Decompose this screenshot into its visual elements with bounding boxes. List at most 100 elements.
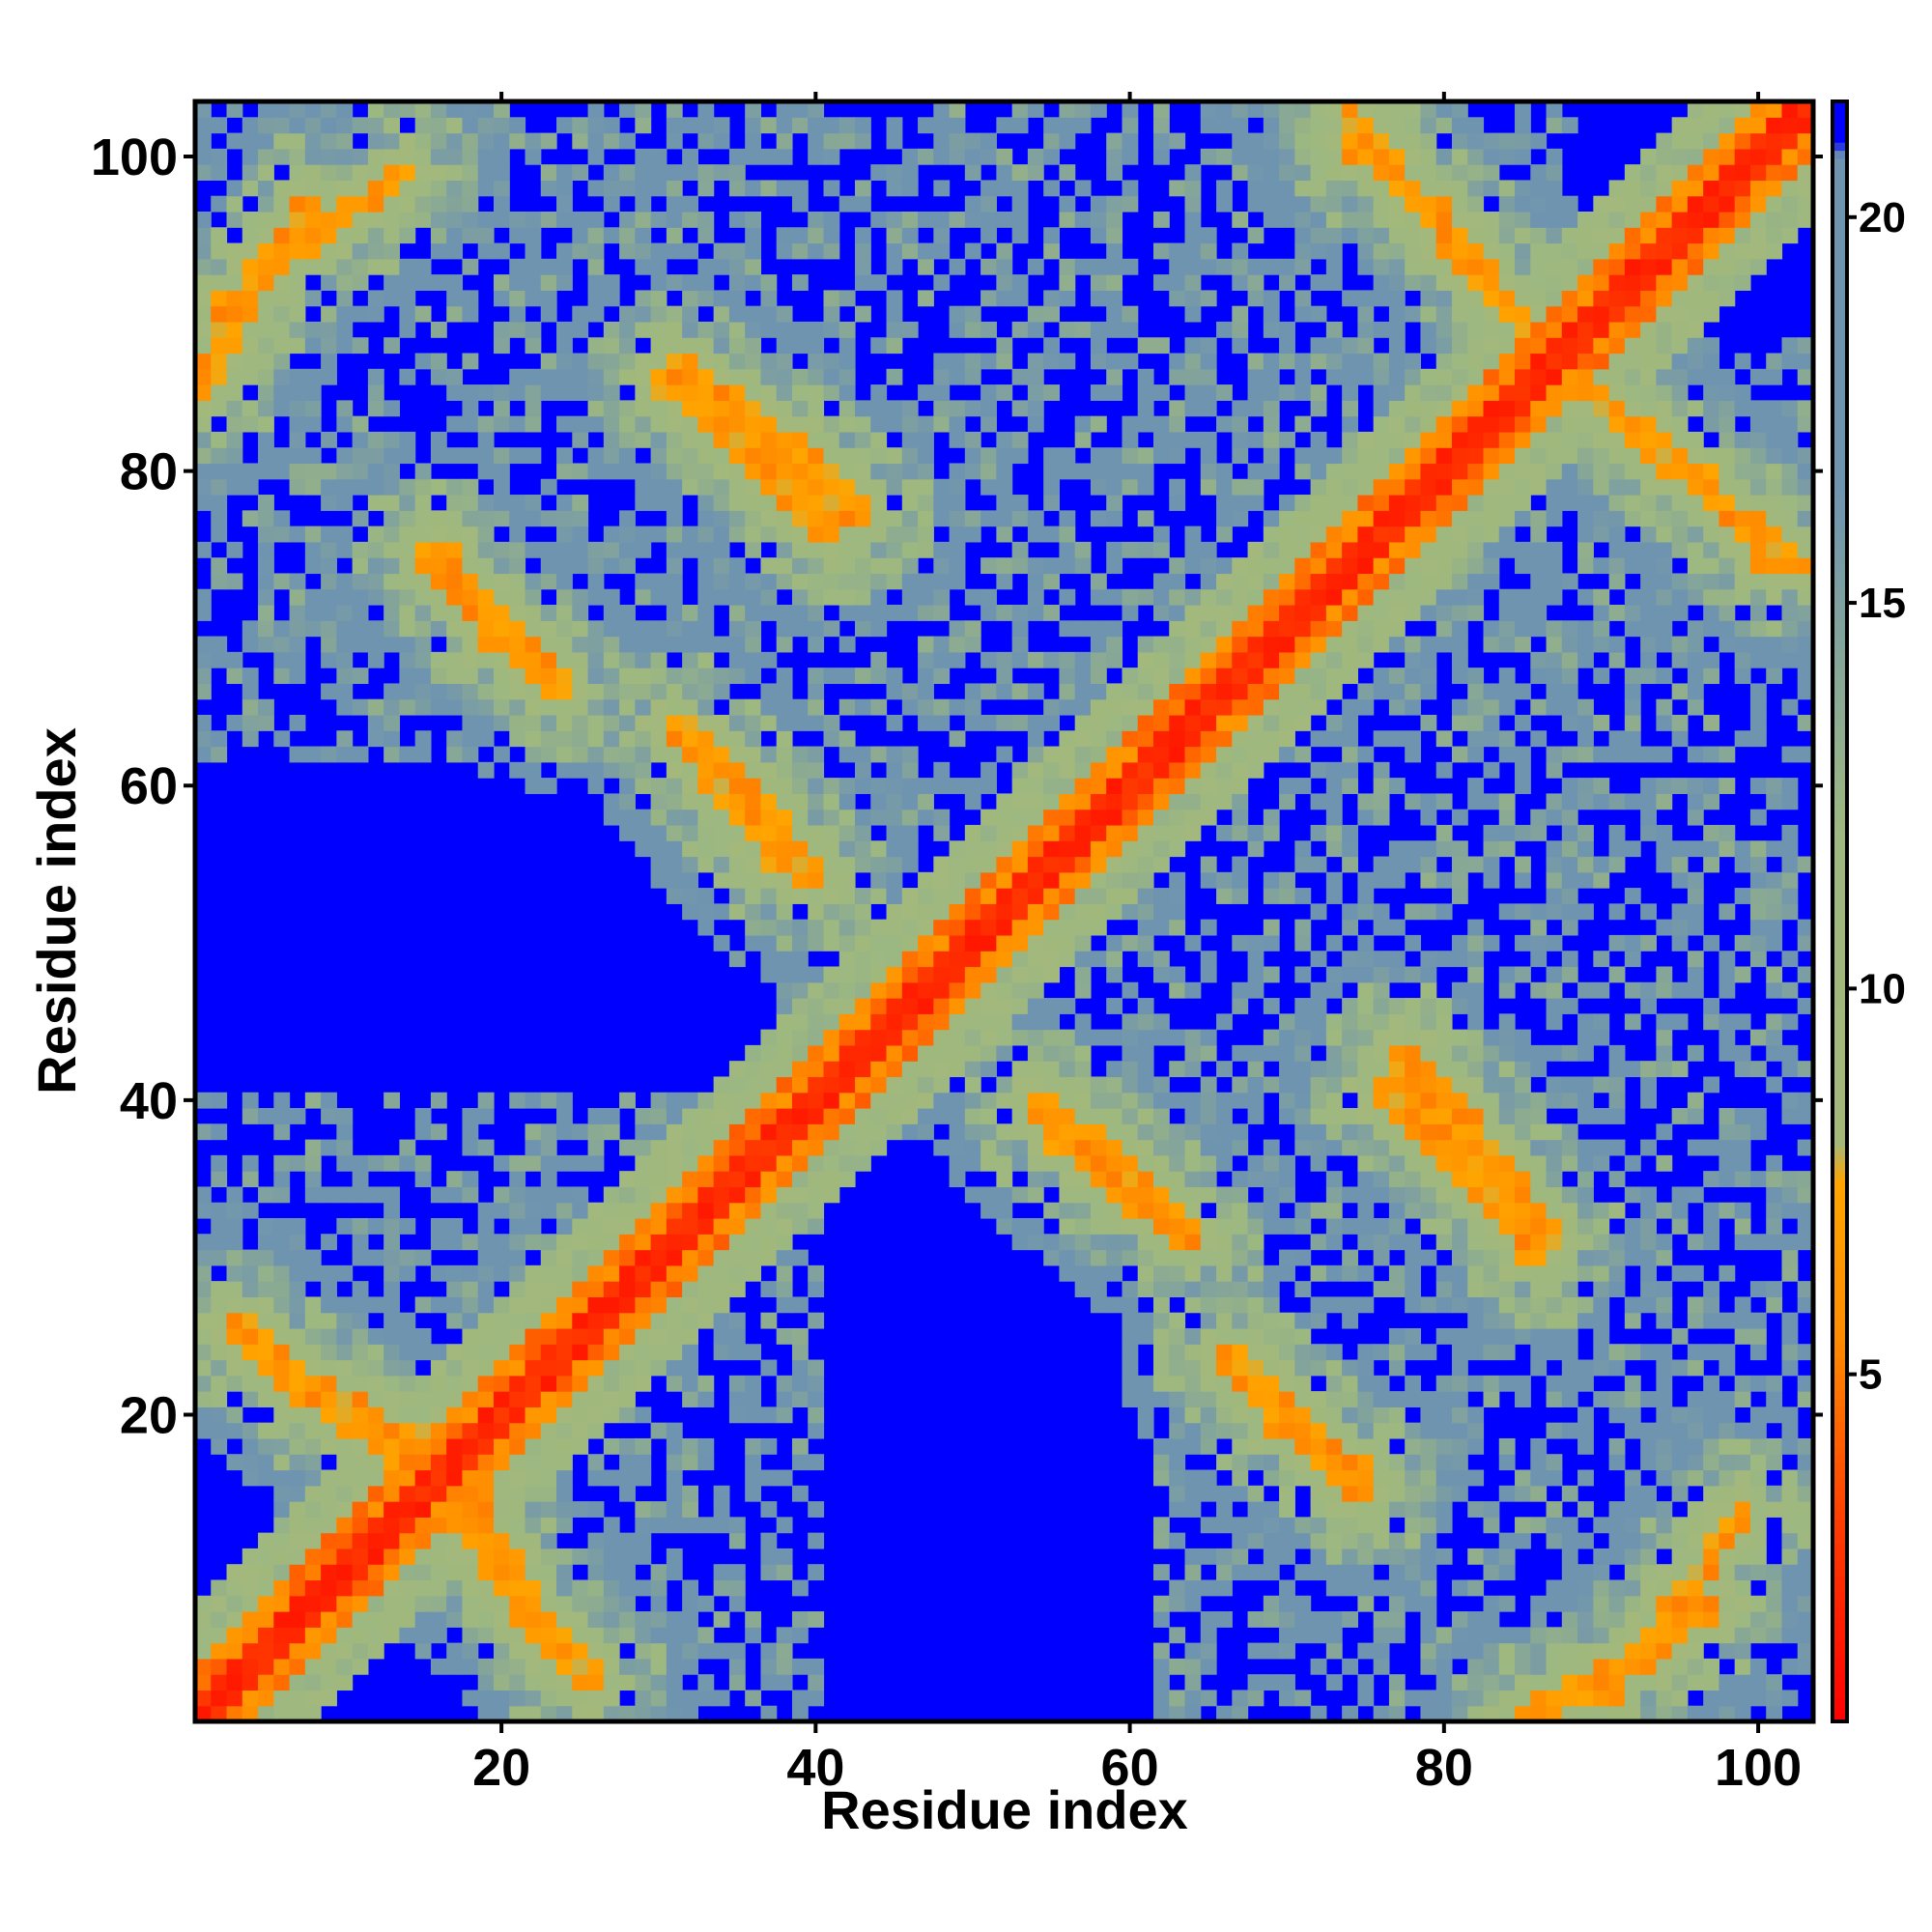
heatmap-cell xyxy=(1357,651,1375,668)
heatmap-cell xyxy=(1137,1044,1154,1062)
heatmap-cell xyxy=(1310,1406,1327,1424)
heatmap-cell xyxy=(352,1611,369,1628)
heatmap-cell xyxy=(493,1437,510,1455)
heatmap-cell xyxy=(823,871,840,889)
heatmap-cell xyxy=(1200,1344,1217,1361)
heatmap-cell xyxy=(430,668,447,685)
heatmap-cell xyxy=(273,1217,291,1235)
heatmap-cell xyxy=(1405,1532,1422,1549)
heatmap-cell xyxy=(587,227,605,244)
heatmap-cell xyxy=(414,1108,432,1124)
heatmap-cell xyxy=(1074,746,1092,763)
heatmap-cell xyxy=(1373,541,1390,558)
heatmap-cell xyxy=(462,1422,479,1439)
heatmap-cell xyxy=(289,651,306,668)
heatmap-cell xyxy=(776,668,793,685)
heatmap-cell xyxy=(1342,761,1358,779)
heatmap-cell xyxy=(760,1092,778,1109)
heatmap-cell xyxy=(1263,211,1280,228)
heatmap-cell xyxy=(886,305,903,323)
heatmap-cell xyxy=(336,495,354,511)
heatmap-cell xyxy=(808,101,825,118)
heatmap-cell xyxy=(1342,1532,1358,1549)
heatmap-cell xyxy=(1216,636,1233,653)
heatmap-cell xyxy=(1263,714,1280,731)
heatmap-cell xyxy=(1232,495,1249,511)
heatmap-cell xyxy=(1342,1076,1358,1094)
heatmap-cell xyxy=(384,526,401,543)
heatmap-cell xyxy=(1357,1108,1375,1124)
heatmap-cell xyxy=(1122,1108,1139,1124)
heatmap-cell xyxy=(352,1564,369,1581)
heatmap-cell xyxy=(838,824,856,841)
heatmap-cell xyxy=(525,415,542,433)
heatmap-cell xyxy=(525,384,542,401)
heatmap-cell xyxy=(414,698,432,716)
heatmap-cell xyxy=(603,1611,620,1628)
heatmap-cell xyxy=(1184,1234,1202,1251)
heatmap-cell xyxy=(1027,903,1044,921)
heatmap-cell xyxy=(462,698,479,716)
heatmap-cell xyxy=(650,714,668,731)
heatmap-cell xyxy=(980,195,997,213)
heatmap-cell xyxy=(1294,605,1312,621)
heatmap-cell xyxy=(556,714,573,731)
heatmap-cell xyxy=(446,148,464,165)
heatmap-cell xyxy=(1388,321,1406,338)
heatmap-cell xyxy=(855,305,871,323)
heatmap-cell xyxy=(728,1517,746,1534)
heatmap-cell xyxy=(791,698,809,716)
heatmap-cell xyxy=(430,148,447,165)
heatmap-cell xyxy=(572,526,589,543)
heatmap-cell xyxy=(1043,227,1061,244)
heatmap-cell xyxy=(1011,1234,1029,1251)
heatmap-cell xyxy=(745,1264,762,1282)
heatmap-cell xyxy=(289,714,306,731)
heatmap-cell xyxy=(336,463,354,480)
heatmap-cell xyxy=(838,605,856,621)
heatmap-cell xyxy=(1294,1108,1312,1124)
heatmap-cell xyxy=(430,227,447,244)
heatmap-cell xyxy=(493,1249,510,1266)
heatmap-cell xyxy=(289,1501,306,1518)
heatmap-cell xyxy=(666,746,683,763)
heatmap-cell xyxy=(697,778,715,794)
heatmap-cell xyxy=(226,321,243,338)
heatmap-cell xyxy=(1373,117,1390,134)
heatmap-cell xyxy=(1074,431,1092,448)
heatmap-cell xyxy=(666,1422,683,1439)
heatmap-cell xyxy=(682,730,698,748)
heatmap-cell xyxy=(980,966,997,983)
heatmap-cell xyxy=(697,117,715,134)
heatmap-cell xyxy=(697,353,715,370)
heatmap-cell xyxy=(728,353,746,370)
heatmap-cell xyxy=(399,605,416,621)
heatmap-cell xyxy=(1074,1281,1092,1297)
heatmap-cell xyxy=(1200,431,1217,448)
heatmap-cell xyxy=(760,966,778,983)
heatmap-cell xyxy=(918,698,934,716)
heatmap-cell xyxy=(540,1249,557,1266)
heatmap-cell xyxy=(1152,1123,1170,1141)
heatmap-cell xyxy=(1388,368,1406,385)
heatmap-cell xyxy=(1137,1076,1154,1094)
heatmap-cell xyxy=(1373,1092,1390,1109)
heatmap-cell xyxy=(540,683,557,700)
heatmap-cell xyxy=(446,1281,464,1297)
heatmap-cell xyxy=(1169,668,1186,685)
heatmap-cell xyxy=(918,919,934,936)
heatmap-cell xyxy=(1357,981,1375,999)
heatmap-cell xyxy=(1279,1595,1295,1612)
heatmap-cell xyxy=(1027,856,1044,873)
heatmap-cell xyxy=(1011,651,1029,668)
heatmap-cell xyxy=(666,1501,683,1518)
heatmap-cell xyxy=(1325,1029,1343,1046)
heatmap-cell xyxy=(776,1154,793,1172)
heatmap-cell xyxy=(336,1658,354,1675)
heatmap-cell xyxy=(870,778,888,794)
heatmap-cell xyxy=(477,1312,495,1329)
heatmap-cell xyxy=(258,1108,274,1124)
heatmap-cell xyxy=(556,1264,573,1282)
heatmap-cell xyxy=(619,1705,636,1722)
heatmap-cell xyxy=(430,1501,447,1518)
